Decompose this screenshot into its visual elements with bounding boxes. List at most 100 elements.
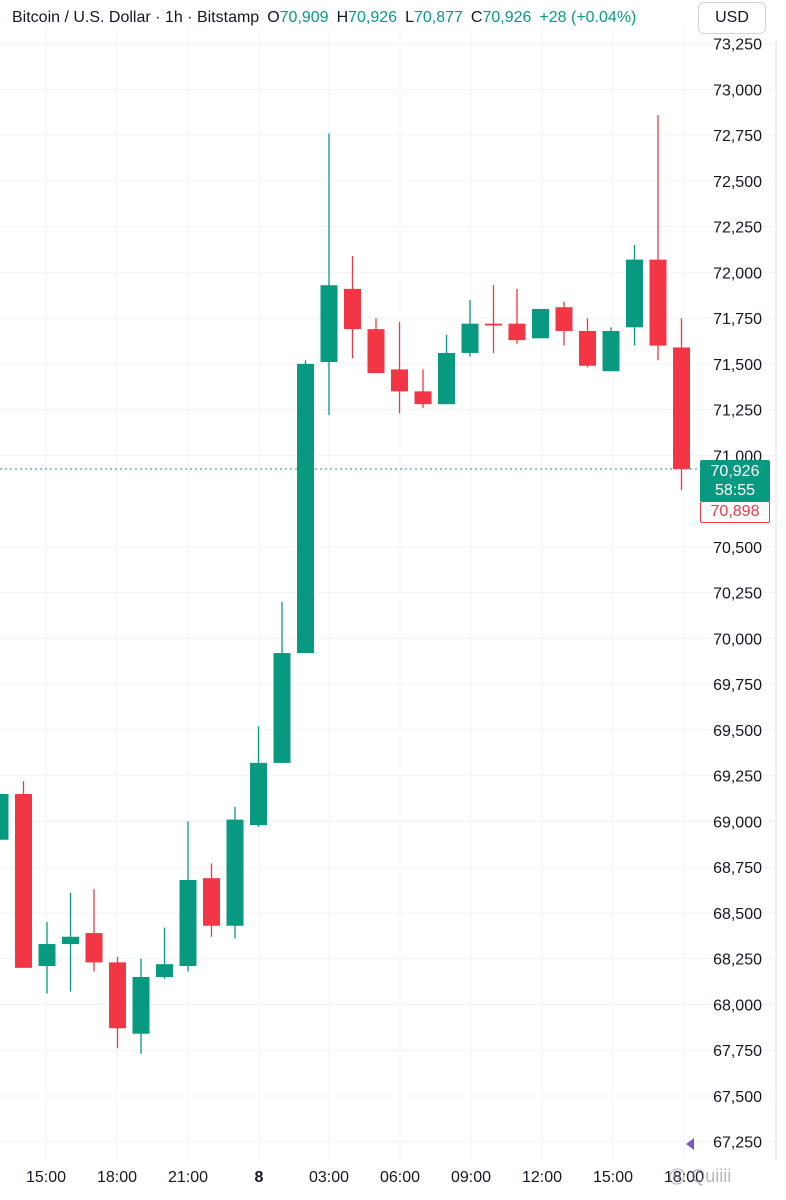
y-tick-label: 67,500 <box>713 1089 762 1106</box>
candle <box>226 806 244 939</box>
y-tick-label: 70,000 <box>713 631 762 648</box>
candles <box>0 115 690 1054</box>
candle-body <box>250 762 267 826</box>
candle <box>461 299 479 357</box>
candle-body <box>85 933 103 963</box>
x-tick-label: 15:00 <box>593 1169 633 1186</box>
y-tick-label: 70,250 <box>713 586 762 603</box>
open-value: 70,909 <box>279 9 329 26</box>
candle <box>273 601 291 763</box>
y-tick-label: 69,500 <box>713 723 762 740</box>
candle <box>0 793 9 840</box>
current-price-tag: 70,926 58:55 <box>700 460 770 502</box>
candle <box>673 318 690 491</box>
y-tick-label: 73,250 <box>713 37 762 54</box>
candle <box>132 958 150 1054</box>
candle-body <box>132 976 150 1034</box>
y-tick-label: 71,250 <box>713 403 762 420</box>
high-value: 70,926 <box>348 9 398 26</box>
candle-body <box>226 819 244 926</box>
candle <box>320 133 338 416</box>
candle-body <box>179 880 197 967</box>
x-tick-label: 15:00 <box>26 1169 66 1186</box>
x-tick-label: 09:00 <box>451 1169 491 1186</box>
candle <box>532 309 549 339</box>
candle-body <box>15 793 32 968</box>
candle <box>602 327 620 372</box>
candle-body <box>555 307 573 331</box>
candle <box>438 334 455 405</box>
candle <box>109 956 126 1049</box>
candle <box>203 863 220 937</box>
y-tick-label: 67,750 <box>713 1043 762 1060</box>
change-value: +28 (+0.04%) <box>539 9 637 26</box>
current-price-value: 70,926 <box>710 463 760 480</box>
candle-body <box>344 288 361 330</box>
symbol-legend: Bitcoin / U.S. Dollar · 1h · Bitstamp O … <box>12 6 636 30</box>
candle <box>485 285 502 353</box>
candle <box>367 318 385 374</box>
candle <box>15 781 32 968</box>
candle <box>156 927 173 979</box>
candle-body <box>273 653 291 763</box>
y-tick-label: 73,000 <box>713 82 762 99</box>
symbol-title: Bitcoin / U.S. Dollar · 1h · Bitstamp <box>12 9 260 26</box>
candle <box>344 255 361 359</box>
jump-to-realtime-icon[interactable] <box>686 1138 694 1150</box>
x-tick-label: 18:00 <box>664 1169 704 1186</box>
candle <box>555 301 573 346</box>
candle-body <box>579 330 596 366</box>
candle <box>414 369 432 408</box>
candle-body <box>673 347 690 469</box>
candle-body <box>156 964 173 977</box>
y-tick-label: 68,250 <box>713 952 762 969</box>
price-axis[interactable]: 67,250 67,500 67,750 68,000 68,250 68,500 68,7… <box>713 37 762 1152</box>
candle <box>62 892 79 992</box>
y-tick-label: 69,250 <box>713 769 762 786</box>
candle <box>38 922 56 994</box>
y-tick-label: 71,750 <box>713 311 762 328</box>
candle-body <box>649 259 667 346</box>
y-tick-label: 72,250 <box>713 220 762 237</box>
y-tick-label: 68,500 <box>713 906 762 923</box>
candle-body <box>0 793 9 840</box>
y-tick-label: 72,000 <box>713 265 762 282</box>
x-tick-label: 21:00 <box>168 1169 208 1186</box>
candle-body <box>508 323 526 341</box>
x-tick-label: 03:00 <box>309 1169 349 1186</box>
candle-body <box>414 391 432 405</box>
candle <box>85 889 103 972</box>
low-label: L <box>405 9 414 26</box>
x-tick-label: 8 <box>255 1169 264 1186</box>
y-tick-label: 72,500 <box>713 174 762 191</box>
chart-grid <box>0 30 776 1160</box>
y-tick-label: 69,750 <box>713 677 762 694</box>
candle-body <box>438 352 455 405</box>
y-tick-label: 69,000 <box>713 814 762 831</box>
close-label: C <box>470 9 483 26</box>
candle-body <box>320 285 338 363</box>
high-label: H <box>336 9 349 26</box>
time-axis[interactable]: 15:00 18:00 21:00 8 03:00 06:00 09:00 12:00 15:0… <box>26 1169 704 1186</box>
candle-body <box>109 962 126 1029</box>
open-label: O <box>267 9 280 26</box>
y-tick-label: 67,250 <box>713 1135 762 1152</box>
watermark: @ Quiiii <box>668 1166 732 1186</box>
candle-body <box>485 323 502 326</box>
currency-button[interactable]: USD <box>698 2 766 34</box>
low-value: 70,877 <box>413 9 463 26</box>
candle <box>579 318 596 368</box>
candle-body <box>38 944 56 967</box>
candle-body <box>602 330 620 372</box>
previous-close-tag: 70,898 <box>700 501 770 523</box>
y-tick-label: 70,500 <box>713 540 762 557</box>
y-tick-label: 68,750 <box>713 860 762 877</box>
candle <box>179 821 197 972</box>
x-tick-label: 18:00 <box>97 1169 137 1186</box>
candle-body <box>461 323 479 353</box>
candle <box>508 288 526 344</box>
candle-body <box>367 329 385 374</box>
candle-body <box>297 363 314 654</box>
x-tick-label: 06:00 <box>380 1169 420 1186</box>
